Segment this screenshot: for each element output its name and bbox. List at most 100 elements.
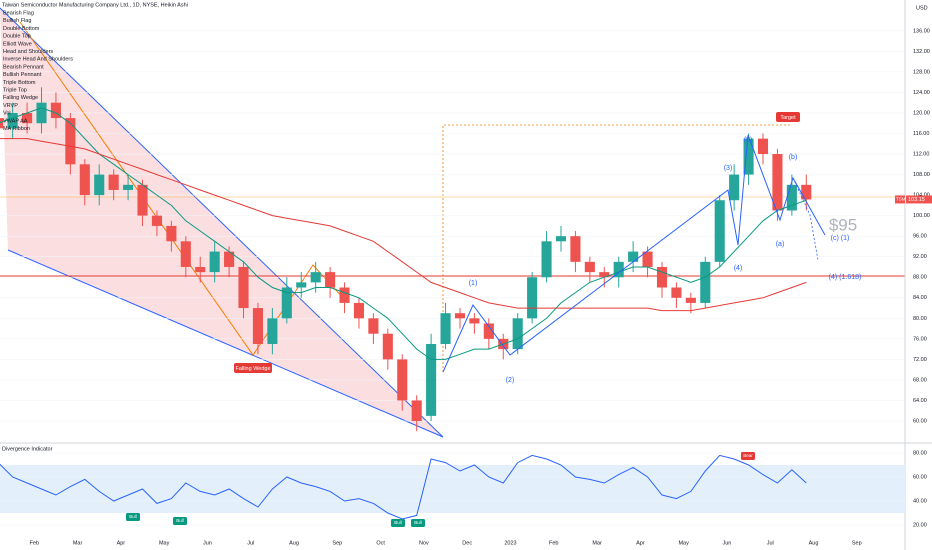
- signal-label: Bull: [394, 520, 402, 525]
- indicator-name: Inverse Head And Shoulders: [3, 57, 73, 63]
- candle-body: [685, 297, 696, 303]
- x-tick-label: Apr: [117, 540, 126, 546]
- candle-body: [267, 318, 278, 344]
- candle-body: [743, 138, 754, 175]
- wave-projection: [792, 177, 819, 261]
- currency: USD: [916, 5, 928, 11]
- y-tick-label: 60.00: [913, 418, 927, 424]
- candle-body: [339, 287, 350, 303]
- candle-body: [209, 251, 220, 273]
- candle-body: [382, 333, 393, 360]
- candle-body: [79, 164, 90, 196]
- indicator-name: Bullish Pennant: [3, 72, 42, 78]
- label-box: [234, 363, 272, 373]
- price-tag-box: [906, 195, 932, 204]
- indicator-name: Bearish Flag: [3, 10, 34, 16]
- candle-body: [729, 174, 740, 201]
- indicator-name: VWAP AA: [3, 118, 28, 124]
- signal-box: [391, 519, 405, 527]
- candle-body: [700, 261, 711, 303]
- signal-box: [126, 513, 140, 521]
- candle-body: [454, 313, 466, 319]
- candle-body: [426, 343, 437, 416]
- indicator-name: MA Ribbon: [3, 126, 30, 132]
- candle-body: [123, 184, 134, 190]
- x-tick-label: Jun: [203, 540, 212, 546]
- candle-body: [108, 174, 119, 190]
- candle-body: [7, 112, 18, 129]
- x-tick-label: Oct: [376, 540, 385, 546]
- candle-body: [180, 241, 191, 267]
- indicator-name: Double Top: [3, 34, 31, 40]
- candle-body: [772, 154, 783, 211]
- candle-body: [0, 118, 4, 129]
- x-tick-label: Aug: [289, 540, 299, 546]
- x-tick-label: Feb: [30, 540, 39, 546]
- signal-box: [411, 519, 425, 527]
- annotation: Falling Wedge: [235, 366, 270, 372]
- y-tick-label: 100.00: [913, 213, 930, 219]
- candle-body: [224, 251, 235, 267]
- y-tick-label: 80.00: [913, 450, 927, 456]
- y-tick-label: 120.00: [913, 110, 930, 116]
- signal-label: Bear: [743, 453, 753, 458]
- indicator-name: Head and Shoulders: [3, 49, 53, 55]
- candle-body: [483, 323, 494, 339]
- candle-body: [671, 287, 682, 298]
- y-tick-label: 64.00: [913, 398, 927, 404]
- signal-box: [741, 452, 755, 460]
- candle-body: [541, 241, 552, 278]
- x-tick-label: Dec: [462, 540, 472, 546]
- wave-label: (5): [744, 137, 753, 144]
- y-tick-label: 108.00: [913, 172, 930, 178]
- candle-body: [411, 400, 422, 422]
- y-tick-label: 112.00: [913, 151, 929, 157]
- indicator-name: Bearish Pennant: [3, 64, 44, 70]
- y-tick-label: 132.00: [913, 49, 930, 55]
- signal-label: Bull: [129, 514, 137, 519]
- x-tick-label: Sep: [332, 540, 342, 546]
- wave-label: (4): [734, 265, 743, 272]
- y-tick-label: 40.00: [913, 498, 927, 504]
- x-tick-label: Aug: [809, 540, 819, 546]
- y-tick-label: 96.00: [913, 234, 927, 240]
- candle-body: [599, 272, 610, 278]
- candle-body: [50, 102, 61, 119]
- wedge-upper: [0, 7, 444, 438]
- wave-label: (c) (1): [831, 235, 850, 242]
- label-box: [776, 112, 800, 122]
- x-tick-label: Sep: [852, 540, 862, 546]
- y-tick-label: 60.00: [913, 474, 927, 480]
- indicator-name: Vol: [3, 111, 11, 117]
- indicator-name: Elliott Wave: [3, 41, 32, 47]
- candle-body: [296, 282, 307, 288]
- x-tick-label: Mar: [73, 540, 83, 546]
- y-tick-label: 116.00: [913, 131, 929, 137]
- wave-label: (b): [789, 154, 798, 161]
- candle-body: [310, 272, 321, 283]
- y-tick-label: 128.00: [913, 69, 930, 75]
- signal-box: [173, 517, 187, 525]
- x-tick-label: Jul: [247, 540, 254, 546]
- drawings-over: Falling Wedge Target $95 (1) (2) (3) (4)…: [234, 112, 861, 384]
- y-tick-label: 20.00: [913, 522, 927, 528]
- candle-body: [584, 261, 595, 273]
- candle-body: [656, 266, 668, 288]
- candle-body: [397, 359, 408, 401]
- y-tick-label: 68.00: [913, 377, 927, 383]
- signal-label: Bull: [414, 520, 422, 525]
- indicator-name: Double Bottom: [3, 26, 40, 32]
- candle-body: [570, 236, 581, 262]
- indicator-name: Falling Wedge: [3, 95, 38, 101]
- annotation: $95: [829, 215, 857, 234]
- candle-body: [166, 225, 177, 242]
- annotation: Target: [780, 115, 796, 121]
- y-tick-label: 72.00: [913, 357, 927, 363]
- candle-body: [195, 266, 206, 273]
- candle-body: [801, 184, 812, 200]
- wave-label: (a): [776, 241, 785, 248]
- indicator-name: Triple Top: [3, 87, 27, 93]
- candle-body: [325, 272, 336, 288]
- y-tick-label: 124.00: [913, 90, 930, 96]
- candle-body: [527, 277, 538, 319]
